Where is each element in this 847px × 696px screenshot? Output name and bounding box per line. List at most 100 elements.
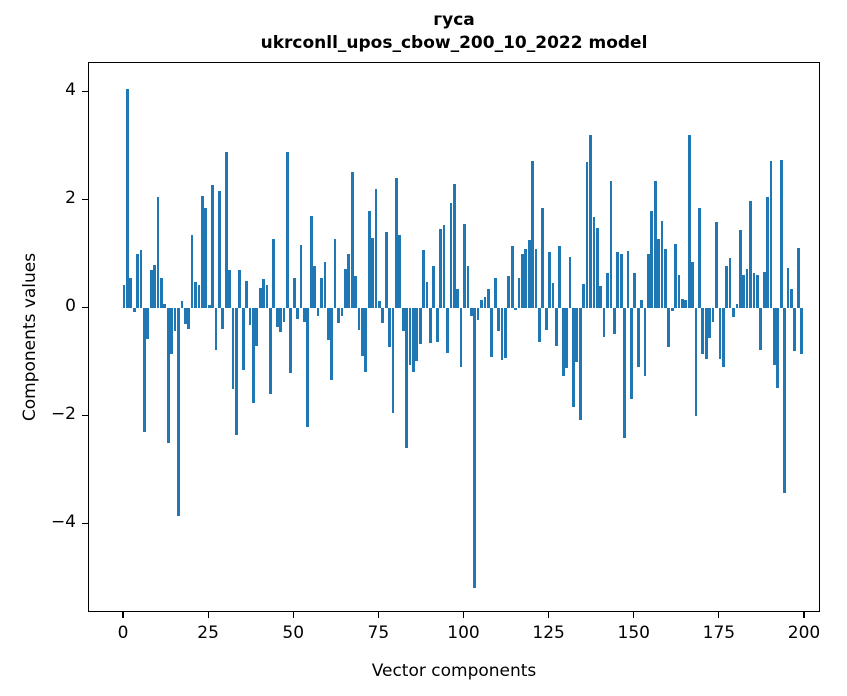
bar — [439, 228, 443, 308]
bar — [248, 308, 252, 326]
bar — [422, 250, 425, 308]
bar — [578, 308, 582, 420]
x-tick-mark — [377, 612, 379, 618]
bar — [200, 195, 204, 308]
bar — [507, 275, 511, 308]
bar — [374, 189, 378, 308]
bar — [772, 308, 776, 365]
bar — [592, 216, 596, 308]
bar — [367, 210, 371, 308]
bar — [599, 286, 603, 308]
bar — [194, 281, 197, 308]
bar — [446, 308, 449, 353]
bar — [558, 245, 562, 308]
bar — [238, 270, 242, 308]
chart-title: гуса ukrconll_upos_cbow_200_10_2022 mode… — [88, 9, 820, 55]
bar — [149, 270, 153, 308]
bar — [435, 308, 439, 343]
bar — [378, 300, 381, 308]
bar — [602, 308, 606, 338]
bar — [323, 262, 327, 308]
bar — [653, 181, 657, 308]
bar — [132, 308, 136, 313]
bar — [371, 237, 374, 308]
bar — [623, 308, 626, 439]
x-tick-label: 50 — [282, 623, 305, 643]
bar — [211, 184, 214, 308]
bar — [381, 308, 385, 324]
bar — [313, 265, 317, 308]
bar — [793, 308, 797, 352]
bar — [269, 308, 272, 395]
bar — [650, 210, 654, 308]
bar — [234, 308, 238, 435]
x-tick-mark — [207, 612, 209, 618]
bar — [296, 308, 300, 319]
bar — [418, 308, 422, 345]
y-tick-mark — [82, 90, 88, 92]
bar — [360, 308, 364, 356]
bar — [582, 283, 586, 308]
bar — [469, 308, 473, 317]
bar — [166, 308, 170, 443]
bar — [725, 265, 729, 308]
bar — [343, 268, 347, 308]
x-tick-mark — [633, 612, 635, 618]
x-tick-label: 125 — [532, 623, 565, 643]
bar — [252, 308, 255, 404]
bar — [643, 308, 647, 376]
bar — [408, 308, 412, 365]
bar — [687, 135, 691, 308]
bar — [500, 308, 504, 360]
bar — [595, 228, 599, 308]
chart-title-line2: ukrconll_upos_cbow_200_10_2022 model — [260, 33, 648, 53]
bar — [187, 308, 191, 330]
bar — [589, 135, 592, 308]
bar — [701, 308, 705, 354]
bar — [626, 251, 630, 308]
bar — [357, 308, 361, 330]
bar — [517, 278, 521, 308]
y-tick-label: −4 — [50, 512, 76, 532]
x-tick-mark — [803, 612, 805, 618]
x-tick-label: 100 — [447, 623, 480, 643]
y-tick-mark — [82, 198, 88, 200]
bar — [636, 308, 640, 368]
bar — [619, 254, 623, 308]
bar — [769, 161, 773, 308]
bar — [391, 308, 395, 414]
x-tick-mark — [718, 612, 720, 618]
bar — [258, 288, 262, 308]
bar — [779, 159, 783, 308]
x-axis-label: Vector components — [371, 661, 537, 681]
bar — [429, 308, 432, 344]
bar — [752, 272, 756, 308]
bar — [575, 308, 579, 362]
bar — [401, 308, 405, 332]
bar — [333, 239, 337, 308]
chart-title-line1: гуса — [433, 10, 475, 30]
bar — [364, 308, 368, 372]
bar — [514, 308, 517, 311]
bar — [548, 251, 551, 308]
bar — [190, 235, 194, 308]
bar — [183, 308, 187, 324]
bar — [177, 308, 180, 516]
bar — [303, 308, 306, 323]
bar — [762, 272, 766, 308]
bar — [160, 278, 163, 308]
bar — [633, 272, 637, 308]
bar — [309, 216, 313, 308]
bar — [800, 308, 803, 354]
bar — [691, 262, 694, 308]
bar — [412, 308, 415, 372]
bar — [616, 251, 620, 308]
bar — [527, 239, 531, 308]
bar — [139, 249, 143, 308]
bar — [749, 201, 752, 308]
bar — [415, 308, 419, 361]
bars-container — [89, 63, 819, 611]
bar — [510, 245, 514, 308]
bar — [163, 303, 167, 308]
bar — [337, 308, 340, 324]
